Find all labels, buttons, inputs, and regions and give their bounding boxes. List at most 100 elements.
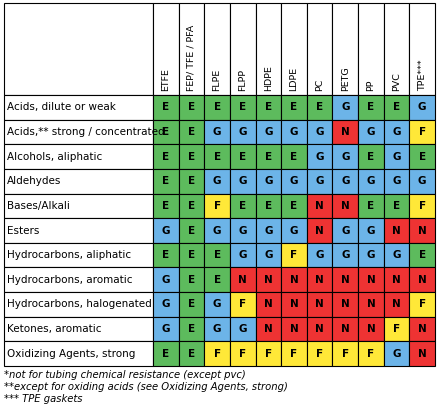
Text: E: E — [188, 226, 195, 235]
Bar — [307, 243, 333, 268]
Bar — [333, 144, 358, 169]
Bar — [358, 341, 384, 366]
Bar — [230, 317, 256, 341]
Text: Alcohols, aliphatic: Alcohols, aliphatic — [7, 152, 102, 162]
Bar — [307, 341, 333, 366]
Bar — [179, 95, 204, 120]
Text: E: E — [162, 152, 170, 162]
Bar — [333, 193, 358, 218]
Bar — [204, 341, 230, 366]
Bar — [281, 218, 307, 243]
Text: E: E — [291, 201, 298, 211]
Bar — [204, 317, 230, 341]
Bar — [358, 169, 384, 193]
Bar — [281, 3, 307, 95]
Text: F: F — [419, 201, 426, 211]
Bar — [256, 193, 281, 218]
Bar — [4, 243, 153, 268]
Bar — [4, 341, 153, 366]
Bar — [230, 144, 256, 169]
Bar — [384, 317, 409, 341]
Bar — [384, 292, 409, 317]
Text: G: G — [392, 152, 401, 162]
Bar — [179, 120, 204, 144]
Bar — [153, 95, 179, 120]
Text: E: E — [214, 102, 221, 112]
Bar — [153, 193, 179, 218]
Bar — [307, 193, 333, 218]
Text: G: G — [367, 250, 375, 260]
Text: F: F — [342, 349, 349, 359]
Bar — [333, 120, 358, 144]
Text: G: G — [213, 127, 222, 137]
Bar — [358, 3, 384, 95]
Bar — [153, 144, 179, 169]
Text: N: N — [367, 324, 375, 334]
Bar — [358, 268, 384, 292]
Text: E: E — [214, 250, 221, 260]
Text: G: G — [367, 226, 375, 235]
Bar — [409, 243, 435, 268]
Bar — [409, 3, 435, 95]
Bar — [358, 292, 384, 317]
Bar — [384, 3, 409, 95]
Text: G: G — [264, 250, 273, 260]
Text: N: N — [264, 324, 273, 334]
Text: E: E — [162, 349, 170, 359]
Text: Hydrocarbons, halogenated: Hydrocarbons, halogenated — [7, 299, 152, 309]
Text: E: E — [162, 176, 170, 186]
Text: G: G — [316, 152, 324, 162]
Text: *** TPE gaskets: *** TPE gaskets — [4, 394, 83, 404]
Text: G: G — [392, 176, 401, 186]
Bar — [179, 169, 204, 193]
Bar — [179, 341, 204, 366]
Bar — [153, 268, 179, 292]
Bar — [179, 193, 204, 218]
Bar — [230, 243, 256, 268]
Text: N: N — [418, 275, 427, 285]
Bar — [333, 292, 358, 317]
Text: TPE***: TPE*** — [418, 60, 427, 91]
Text: G: G — [367, 127, 375, 137]
Text: N: N — [315, 201, 324, 211]
Bar — [230, 292, 256, 317]
Bar — [307, 144, 333, 169]
Bar — [153, 218, 179, 243]
Bar — [333, 169, 358, 193]
Bar — [153, 169, 179, 193]
Bar — [281, 243, 307, 268]
Text: G: G — [239, 226, 247, 235]
Bar — [256, 95, 281, 120]
Text: E: E — [188, 275, 195, 285]
Bar — [204, 95, 230, 120]
Text: N: N — [341, 201, 350, 211]
Text: E: E — [239, 152, 246, 162]
Bar — [409, 218, 435, 243]
Bar — [179, 243, 204, 268]
Text: N: N — [341, 324, 350, 334]
Bar — [256, 268, 281, 292]
Bar — [281, 317, 307, 341]
Text: E: E — [265, 102, 272, 112]
Text: G: G — [213, 226, 222, 235]
Bar — [256, 317, 281, 341]
Text: G: G — [239, 127, 247, 137]
Bar — [256, 243, 281, 268]
Bar — [204, 120, 230, 144]
Text: N: N — [290, 324, 298, 334]
Bar — [256, 218, 281, 243]
Text: Esters: Esters — [7, 226, 39, 235]
Text: G: G — [162, 226, 170, 235]
Bar — [4, 3, 153, 95]
Bar — [179, 144, 204, 169]
Text: G: G — [392, 127, 401, 137]
Text: F: F — [291, 349, 298, 359]
Text: E: E — [265, 201, 272, 211]
Text: G: G — [367, 176, 375, 186]
Text: G: G — [239, 324, 247, 334]
Bar — [409, 169, 435, 193]
Bar — [358, 317, 384, 341]
Text: N: N — [290, 275, 298, 285]
Bar — [256, 3, 281, 95]
Bar — [204, 243, 230, 268]
